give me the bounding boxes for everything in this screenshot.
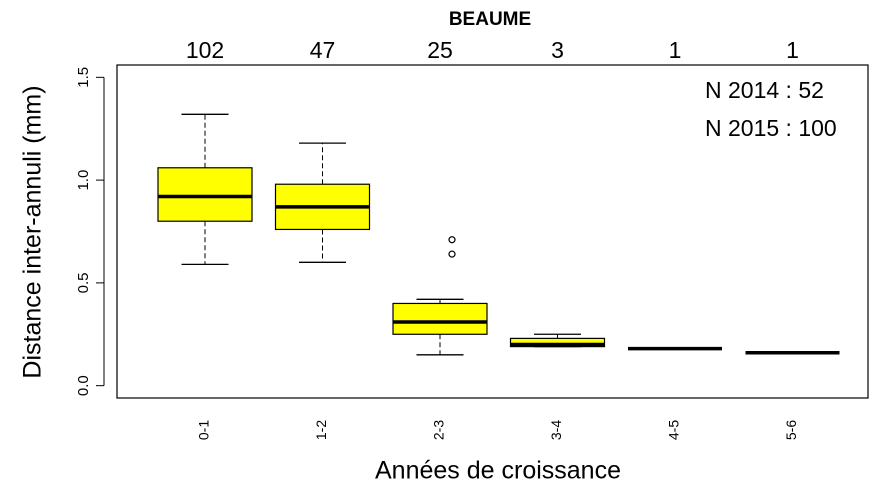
count-label: 1	[669, 37, 682, 63]
box	[509, 337, 606, 348]
count-label: 3	[551, 37, 564, 63]
y-tick-label: 0.0	[75, 375, 92, 396]
x-tick-label: 5-6	[783, 420, 799, 440]
x-tick-label: 2-3	[431, 420, 447, 440]
chart-title: BEAUME	[449, 9, 531, 30]
box	[392, 302, 488, 335]
count-label: 102	[186, 37, 224, 63]
x-tick-label: 4-5	[666, 420, 682, 440]
x-tick-label: 1-2	[313, 420, 329, 440]
annotation: N 2014 : 52	[705, 77, 824, 103]
y-tick-label: 0.5	[75, 272, 92, 293]
outlier	[448, 236, 456, 244]
outlier	[448, 250, 456, 258]
annotation: N 2015 : 100	[705, 115, 837, 141]
y-tick-label: 1.0	[75, 170, 92, 191]
count-label: 47	[310, 37, 336, 63]
x-axis-label: Années de croissance	[375, 457, 621, 485]
y-tick-label: 1.5	[75, 67, 92, 88]
x-tick-label: 0-1	[196, 420, 212, 440]
plot-frame	[116, 64, 869, 399]
x-tick-label: 3-4	[548, 420, 564, 440]
count-label: 25	[427, 37, 453, 63]
count-label: 1	[786, 37, 799, 63]
box	[157, 167, 253, 222]
y-axis-label: Distance inter-annuli (mm)	[19, 85, 47, 378]
